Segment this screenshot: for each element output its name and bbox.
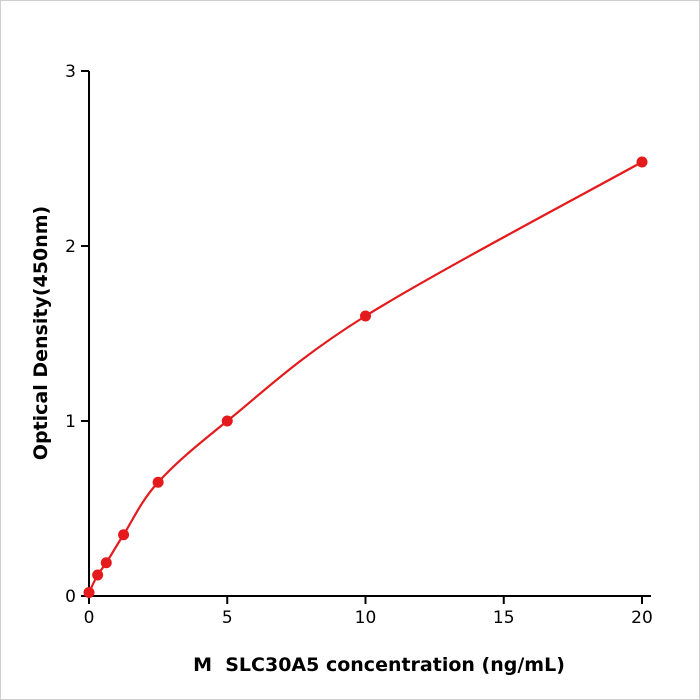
- y-tick-label: 2: [65, 237, 76, 257]
- chart-generated-layer: 0 5 10 15 20 0 1 2 3: [65, 62, 653, 628]
- data-point: [152, 476, 164, 488]
- y-tick-label: 0: [65, 587, 76, 607]
- x-tick-label: 5: [222, 608, 233, 628]
- y-axis-ticks: 0 1 2 3: [65, 62, 89, 607]
- x-axis-label: M SLC30A5 concentration (ng/mL): [193, 654, 565, 676]
- data-points: [83, 156, 648, 598]
- data-point: [636, 156, 648, 168]
- x-tick-label: 10: [355, 608, 377, 628]
- x-tick-label: 0: [84, 608, 95, 628]
- data-point: [118, 529, 130, 541]
- x-tick-label: 20: [631, 608, 653, 628]
- data-point: [360, 310, 371, 322]
- data-point: [92, 569, 104, 581]
- data-point: [221, 415, 233, 427]
- y-axis-label: Optical Density(450nm): [30, 206, 52, 460]
- data-point: [100, 557, 112, 569]
- y-tick-label: 3: [65, 62, 76, 82]
- axis-spines: [88, 71, 651, 597]
- y-tick-label: 1: [65, 412, 76, 432]
- fit-curve: [87, 160, 644, 594]
- x-axis-ticks: 0 5 10 15 20: [84, 596, 653, 628]
- x-tick-label: 15: [493, 608, 515, 628]
- data-point: [83, 587, 95, 598]
